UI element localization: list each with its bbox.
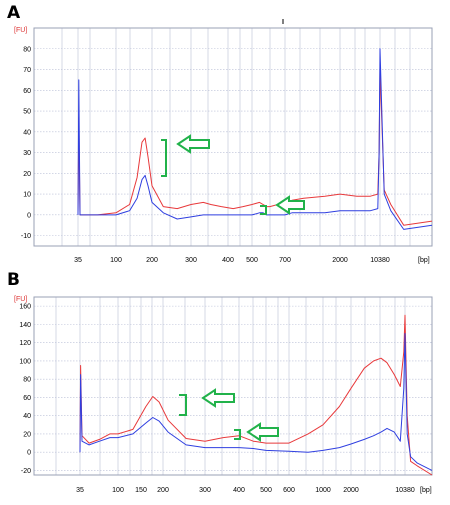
panel-a-label: A: [7, 3, 21, 23]
x-tick-label: 400: [233, 487, 245, 494]
panel-a-y-ticks: -10 0 10 20 30 40 50 60 70 80: [21, 46, 31, 240]
y-tick-label: 0: [27, 450, 31, 457]
lower-bracket-b: [234, 429, 241, 440]
x-tick-label: 1000: [315, 487, 331, 494]
y-tick-label: -20: [21, 468, 31, 475]
panel-b-annotations: [179, 388, 279, 442]
x-tick-label: 500: [246, 257, 258, 264]
panel-b: B [FU] [bp] -20 0 20 40 60 80 100 120 140 160 35 1…: [7, 270, 433, 494]
x-tick-label: 200: [157, 487, 169, 494]
panel-a-annotations: [161, 134, 305, 215]
y-tick-label: 160: [19, 304, 31, 311]
panel-a-x-unit: [bp]: [418, 257, 430, 264]
x-tick-label: 200: [146, 257, 158, 264]
y-tick-label: 0: [27, 212, 31, 219]
red-trace: [77, 69, 433, 226]
y-tick-label: 70: [23, 67, 31, 74]
x-tick-label: 10380: [370, 257, 390, 264]
x-tick-label: 2000: [343, 487, 359, 494]
blue-trace: [77, 48, 433, 230]
y-tick-label: 60: [23, 395, 31, 402]
panel-b-x-ticks: 35 100 150 200 300 400 500 600 1000 2000 10380: [76, 487, 415, 494]
lower-arrow-icon-a: [275, 195, 305, 215]
panel-a-y-unit: [FU]: [14, 27, 27, 34]
panel-b-label: B: [7, 270, 20, 290]
panel-a-grid: [34, 28, 432, 246]
lower-arrow-icon-b: [246, 422, 279, 442]
panel-b-series: [79, 314, 433, 476]
x-tick-label: 35: [76, 487, 84, 494]
x-tick-label: 150: [135, 487, 147, 494]
x-tick-label: 10380: [395, 487, 415, 494]
y-tick-label: 100: [19, 358, 31, 365]
x-tick-label: 100: [112, 487, 124, 494]
panel-a-frame: [33, 27, 433, 247]
panel-b-x-unit: [bp]: [420, 487, 432, 494]
upper-arrow-icon-b: [201, 388, 235, 408]
panel-a-x-ticks: 35 100 200 300 400 500 700 2000 10380: [74, 257, 390, 264]
y-tick-label: 40: [23, 413, 31, 420]
red-trace: [79, 314, 433, 476]
panel-b-y-unit: [FU]: [14, 296, 27, 303]
panel-b-frame: [33, 296, 433, 476]
y-tick-label: 140: [19, 322, 31, 329]
lower-bracket-a: [260, 205, 267, 215]
x-tick-label: 400: [222, 257, 234, 264]
y-tick-label: 80: [23, 377, 31, 384]
upper-arrow-icon-a: [176, 134, 210, 154]
y-tick-label: 80: [23, 46, 31, 53]
x-tick-label: 600: [283, 487, 295, 494]
panel-b-y-ticks: -20 0 20 40 60 80 100 120 140 160: [19, 304, 31, 475]
x-tick-label: 2000: [332, 257, 348, 264]
y-tick-label: 50: [23, 109, 31, 116]
y-tick-label: 20: [23, 171, 31, 178]
panel-a-series: [77, 48, 433, 230]
y-tick-label: 20: [23, 431, 31, 438]
x-tick-label: 35: [74, 257, 82, 264]
y-tick-label: 120: [19, 340, 31, 347]
y-tick-label: 60: [23, 88, 31, 95]
panel-b-grid: [34, 297, 432, 475]
y-tick-label: 30: [23, 150, 31, 157]
y-tick-label: -10: [21, 233, 31, 240]
x-tick-label: 100: [110, 257, 122, 264]
x-tick-label: 500: [260, 487, 272, 494]
panel-a: A [FU] [bp] -10 0 10 20 30 40 50 60 70 80 35 100 20…: [7, 3, 433, 264]
y-tick-label: 40: [23, 129, 31, 136]
upper-bracket-a: [161, 139, 167, 177]
blue-trace: [79, 333, 433, 471]
x-tick-label: 300: [185, 257, 197, 264]
x-tick-label: 700: [279, 257, 291, 264]
y-tick-label: 10: [23, 192, 31, 199]
upper-bracket-b: [179, 394, 187, 416]
x-tick-label: 300: [199, 487, 211, 494]
